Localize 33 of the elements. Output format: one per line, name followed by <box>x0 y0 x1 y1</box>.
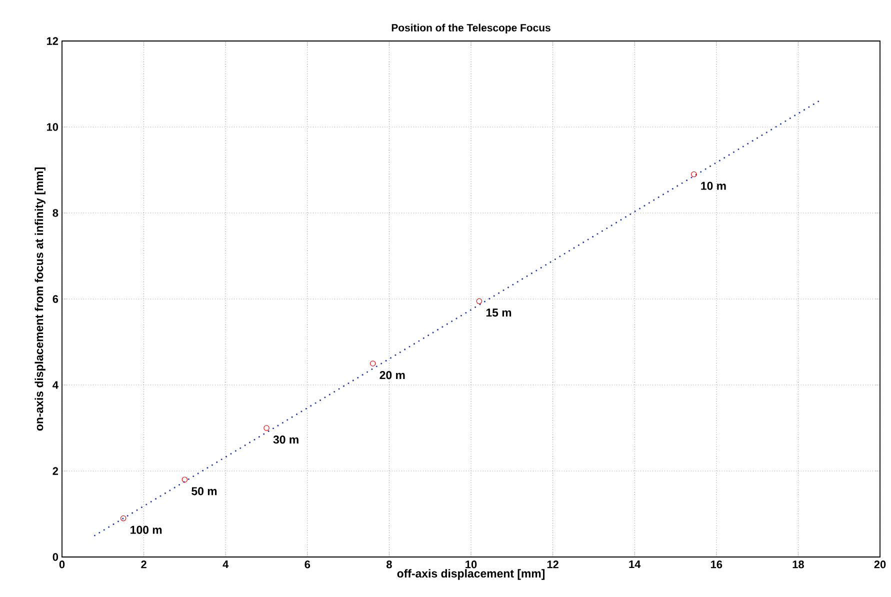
y-tick-label: 2 <box>52 467 58 475</box>
point <box>476 298 482 304</box>
x-tick-label: 16 <box>711 560 722 568</box>
x-tick-label: 0 <box>59 560 65 568</box>
x-tick-label: 12 <box>547 560 558 568</box>
x-tick-label: 4 <box>222 560 229 568</box>
x-tick-label: 6 <box>304 560 310 568</box>
point <box>120 515 126 522</box>
annotation: 30 m <box>273 436 298 444</box>
x-tick-label: 20 <box>874 560 886 568</box>
y-tick-label: 4 <box>52 381 58 389</box>
point <box>264 425 270 431</box>
x-tick-label: 10 <box>466 560 477 568</box>
y-tick-label: 6 <box>52 295 58 303</box>
y-tick-label: 0 <box>52 553 58 561</box>
annotation: 20 m <box>380 371 405 380</box>
x-tick-label: 2 <box>141 560 146 568</box>
annotation: 50 m <box>192 487 217 496</box>
annotation: 100 m <box>130 526 162 534</box>
y-tick-label: 12 <box>46 37 58 45</box>
x-tick-label: 8 <box>386 560 392 568</box>
point <box>370 360 376 366</box>
x-tick-label: 18 <box>792 560 804 568</box>
y-axis-title: on-axis displacement from focus at infinity [mm] <box>34 168 46 431</box>
chart-title: Position of the Telescope Focus <box>392 24 550 34</box>
y-tick-label: 10 <box>46 123 58 131</box>
annotation: 15 m <box>486 308 512 317</box>
point <box>691 171 697 178</box>
y-tick-label: 8 <box>52 209 58 217</box>
point <box>182 476 188 482</box>
x-tick-label: 14 <box>629 560 641 568</box>
annotation: 10 m <box>701 182 726 190</box>
x-axis-title: off-axis displacement [mm] <box>397 569 545 580</box>
